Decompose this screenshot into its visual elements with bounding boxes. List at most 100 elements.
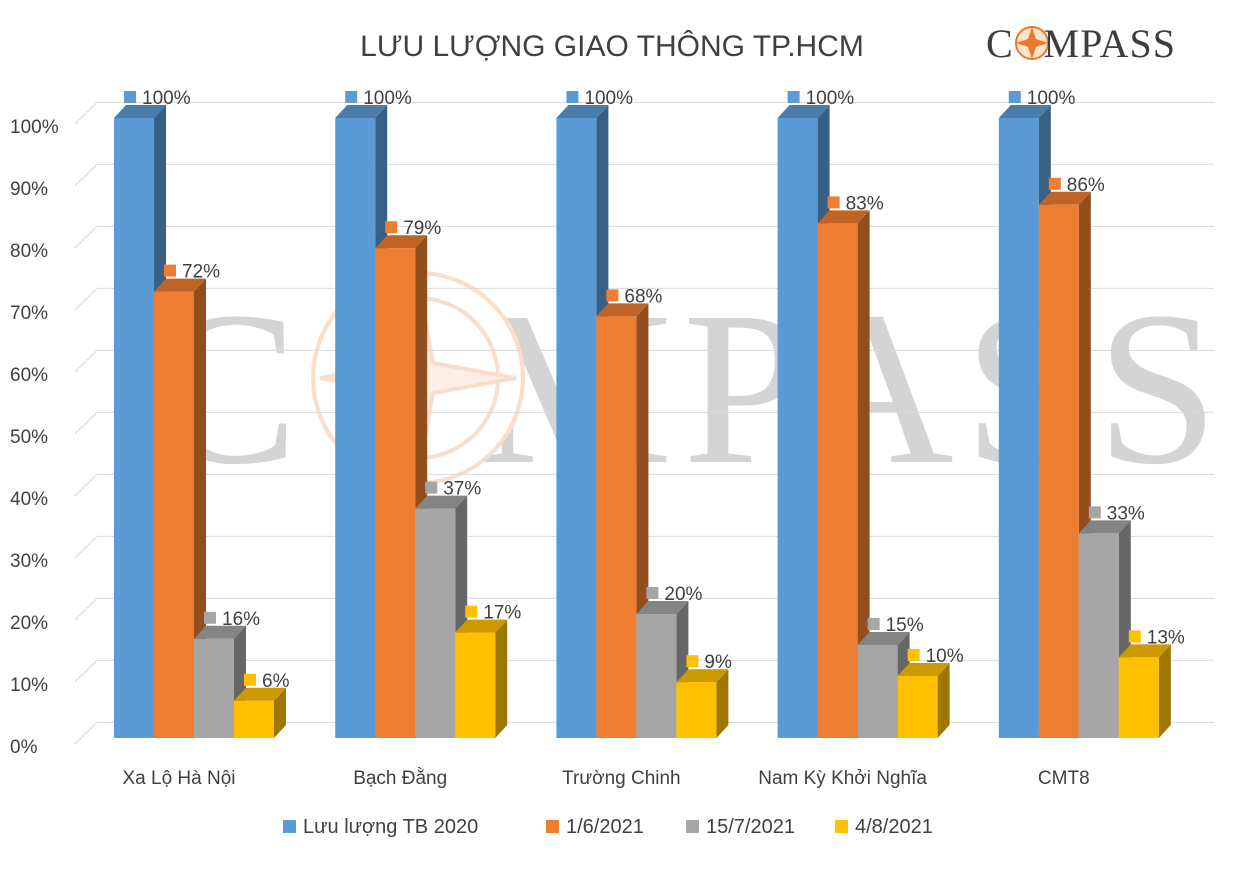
category-label: Nam Kỳ Khởi Nghĩa	[758, 768, 927, 789]
y-tick-label: 50%	[10, 427, 48, 448]
legend-swatch	[835, 820, 848, 833]
data-label: 37%	[443, 479, 481, 500]
bar	[455, 619, 508, 738]
data-label-marker	[1088, 506, 1101, 519]
bar-side	[716, 669, 729, 738]
y-tick-label: 90%	[10, 179, 48, 200]
bar-front	[194, 638, 234, 738]
bar-front	[375, 248, 416, 738]
bar-top	[857, 632, 910, 645]
y-tick-label: 20%	[10, 613, 48, 634]
bar-front	[676, 682, 717, 738]
bar	[817, 210, 870, 738]
data-label: 10%	[926, 646, 964, 667]
data-label: 33%	[1107, 503, 1145, 524]
gridline-depth	[74, 164, 98, 187]
legend: Lưu lượng TB 2020 1/6/2021 15/7/2021 4/8/20…	[283, 816, 933, 838]
bar-side	[857, 210, 870, 738]
data-labels: 100% 72% 16% 6% 100% 79% 37% 17% 100% 68% 20% 9% 100…	[124, 88, 1185, 692]
bar-side	[495, 619, 508, 738]
data-label: 86%	[1067, 175, 1105, 196]
bar-front	[1078, 533, 1119, 738]
data-label: 100%	[806, 88, 855, 109]
data-label: 6%	[262, 671, 290, 692]
bar-front	[1118, 657, 1159, 738]
gridline-depth	[74, 536, 98, 559]
bar-front	[154, 291, 194, 738]
y-tick-label: 0%	[10, 737, 38, 758]
data-label-marker	[686, 655, 699, 668]
y-tick-label: 40%	[10, 489, 48, 510]
bar-top	[114, 105, 166, 118]
data-label: 100%	[142, 88, 191, 109]
data-label: 100%	[1027, 88, 1076, 109]
bar-top	[1078, 520, 1131, 534]
data-label: 17%	[483, 603, 521, 624]
gridline-depth	[74, 226, 98, 249]
bar-top	[375, 235, 428, 249]
data-label: 100%	[363, 88, 412, 109]
y-tick-label: 100%	[10, 117, 59, 138]
compass-logo: COMPASS	[986, 21, 1176, 66]
y-tick-label: 30%	[10, 551, 48, 572]
data-label-marker	[124, 91, 136, 103]
data-label-marker	[787, 91, 800, 103]
data-label: 72%	[182, 262, 220, 283]
bar-top	[455, 619, 508, 633]
gridline-depth	[74, 474, 98, 497]
bar	[857, 632, 910, 738]
data-label-marker	[1008, 91, 1021, 103]
data-label-marker	[465, 605, 478, 618]
category-label: Trường Chinh	[562, 768, 680, 789]
bar	[234, 687, 286, 738]
data-label-marker	[566, 91, 579, 103]
data-label-marker	[345, 91, 358, 103]
bar-top	[194, 625, 246, 639]
bar-front	[455, 632, 496, 738]
y-axis-ticks: 0% 10% 20% 30% 40% 50% 60% 70% 80% 90% 100%	[10, 117, 59, 758]
bar-top	[897, 663, 950, 676]
logo-text: COMPASS	[986, 21, 1176, 66]
bar-front	[1038, 204, 1079, 739]
data-label: 9%	[704, 652, 732, 673]
data-label-marker	[385, 221, 398, 234]
data-label-marker	[1128, 630, 1141, 643]
category-label: CMT8	[1038, 768, 1090, 789]
bar-front	[415, 508, 456, 738]
bar-top	[154, 278, 206, 292]
bar-front	[998, 118, 1039, 738]
legend-swatch	[283, 820, 296, 833]
bar-top	[596, 303, 649, 317]
bar	[154, 278, 206, 738]
data-label-marker	[867, 618, 880, 630]
bar-front	[636, 614, 677, 738]
data-label: 16%	[222, 609, 260, 630]
legend-swatch	[546, 820, 559, 833]
bar	[676, 669, 729, 738]
data-label-marker	[244, 673, 256, 686]
gridline-depth	[74, 722, 98, 745]
data-label-marker	[164, 264, 176, 277]
gridline-depth	[74, 350, 98, 373]
bar-side	[1158, 644, 1171, 738]
compass-rose-icon	[1015, 26, 1049, 60]
bar-front	[777, 118, 818, 738]
bar	[636, 601, 689, 738]
gridline-depth	[74, 102, 98, 125]
bar-top	[335, 105, 388, 118]
bar	[1118, 644, 1171, 738]
bar-front	[596, 316, 637, 738]
y-tick-label: 70%	[10, 303, 48, 324]
gridline-depth	[74, 598, 98, 621]
data-label: 79%	[403, 218, 441, 239]
data-label: 83%	[846, 193, 884, 214]
bar-top	[817, 210, 870, 224]
data-label: 100%	[584, 88, 633, 109]
legend-label: 4/8/2021	[855, 816, 933, 838]
data-label: 13%	[1147, 627, 1185, 648]
legend-label: 15/7/2021	[706, 816, 795, 838]
bar-front	[817, 223, 858, 738]
bar-top	[777, 105, 830, 118]
legend-swatch	[686, 820, 699, 833]
